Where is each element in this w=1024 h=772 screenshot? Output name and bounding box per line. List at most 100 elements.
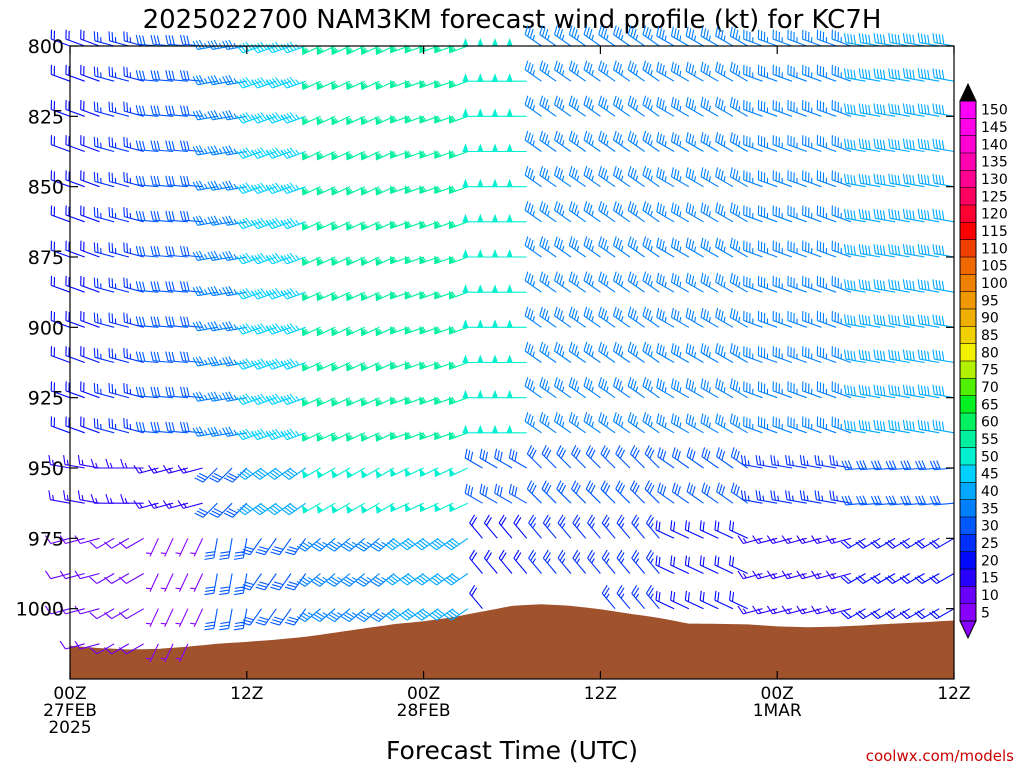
barb-full: [107, 102, 112, 111]
wind-barb: [507, 284, 527, 292]
barb-full: [165, 316, 169, 325]
wind-barb: [252, 389, 277, 405]
wind-barb: [512, 550, 534, 573]
wind-barb: [78, 170, 103, 186]
barb-full: [180, 352, 184, 361]
wind-barb: [281, 178, 306, 194]
barb-full: [846, 104, 851, 113]
barb-full: [237, 326, 243, 335]
barb-half: [296, 114, 299, 119]
wind-barb: [630, 515, 652, 538]
barb-pennant: [463, 38, 469, 46]
wind-barb: [727, 556, 752, 574]
barb-full: [887, 314, 892, 323]
barb-full: [864, 245, 869, 254]
wind-barb: [643, 481, 666, 504]
barb-full: [139, 211, 143, 220]
wind-barb: [234, 607, 247, 631]
barb-full: [858, 244, 863, 253]
barb-full: [776, 67, 782, 76]
barb-full: [773, 136, 779, 145]
barb-full: [799, 490, 804, 499]
barb-full: [180, 35, 184, 44]
barb-full: [63, 276, 69, 285]
barb-full: [893, 316, 898, 325]
barb-full: [759, 101, 765, 110]
barb-full: [220, 550, 229, 555]
barb-full: [897, 422, 902, 431]
barb-full: [861, 315, 866, 324]
barb-full: [791, 384, 797, 393]
barb-full: [135, 35, 139, 44]
barb-half: [205, 78, 208, 83]
wind-barb: [281, 284, 306, 300]
barb-full: [835, 67, 841, 76]
barb-full: [773, 277, 779, 286]
barb-half: [205, 219, 208, 224]
barb-full: [858, 139, 863, 148]
wind-barb: [145, 607, 158, 627]
barb-full: [240, 254, 246, 263]
barb-full: [110, 208, 115, 217]
wind-barb: [483, 550, 505, 573]
barb-full: [744, 136, 750, 145]
wind-barb: [266, 249, 291, 265]
barb-full: [821, 102, 827, 111]
wind-barb: [121, 278, 146, 293]
barb-full: [78, 241, 84, 250]
wind-barb: [121, 383, 146, 398]
barb-full: [814, 311, 820, 320]
barb-full: [92, 207, 97, 216]
barb-full: [110, 278, 115, 287]
barb-pennant: [507, 425, 513, 433]
barb-full: [791, 419, 797, 428]
barb-full: [165, 281, 169, 290]
barb-full: [261, 358, 267, 367]
wind-barb: [767, 565, 792, 580]
wind-barb: [149, 459, 174, 474]
barb-full: [791, 102, 797, 111]
barb-full: [237, 396, 243, 405]
barb-full: [204, 556, 213, 561]
barb-full: [759, 382, 765, 391]
wind-barb: [78, 65, 103, 81]
barb-full: [81, 382, 87, 391]
barb-half: [234, 254, 237, 259]
wind-barb: [237, 284, 262, 300]
barb-full: [876, 350, 881, 359]
wind-barb: [285, 533, 306, 557]
barb-full: [876, 209, 881, 218]
barb-full: [204, 627, 213, 632]
barb-full: [806, 208, 812, 217]
barb-pennant: [463, 108, 469, 116]
wind-barb: [728, 308, 752, 327]
barb-full: [785, 311, 791, 320]
barb-full: [139, 35, 143, 44]
barb-full: [183, 176, 187, 185]
barb-full: [852, 281, 857, 290]
wind-barb: [219, 607, 232, 631]
barb-pennant: [477, 73, 483, 81]
barb-full: [92, 67, 97, 76]
barb-full: [843, 420, 848, 429]
barb-full: [743, 456, 748, 465]
barb-full: [905, 245, 910, 254]
barb-full: [897, 211, 902, 220]
barb-full: [168, 352, 172, 361]
barb-full: [759, 207, 765, 216]
barb-full: [741, 381, 747, 390]
barb-full: [829, 381, 835, 390]
barb-full: [92, 313, 97, 322]
wind-barb: [208, 143, 232, 156]
barb-full: [846, 209, 851, 218]
barb-full: [852, 246, 857, 255]
wind-barb: [190, 571, 203, 591]
barb-full: [45, 570, 50, 579]
barb-full: [205, 553, 214, 558]
wind-barb: [728, 132, 752, 151]
wind-barb: [78, 346, 103, 362]
barb-full: [867, 316, 872, 325]
wind-barb: [507, 144, 527, 152]
barb-full: [821, 384, 827, 393]
barb-full: [867, 35, 872, 44]
